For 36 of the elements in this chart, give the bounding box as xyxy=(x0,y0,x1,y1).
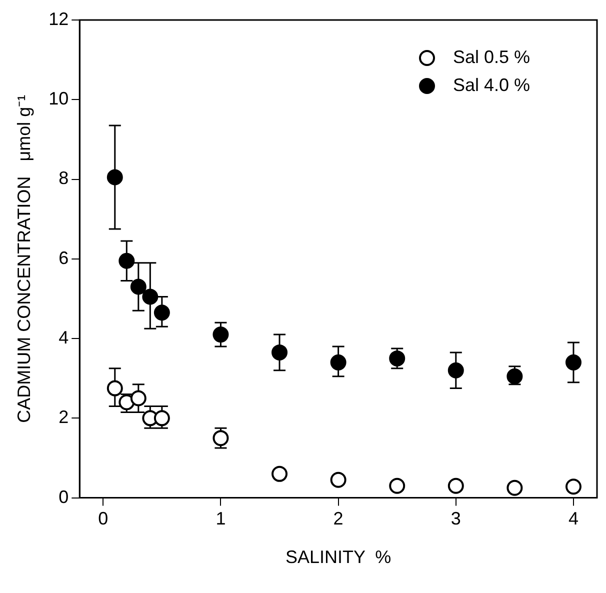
point xyxy=(154,304,170,321)
point xyxy=(154,410,170,426)
point xyxy=(272,344,288,360)
point xyxy=(272,466,288,482)
y-tick-label: 10 xyxy=(48,88,69,109)
y-tick-label: 2 xyxy=(58,407,69,428)
point xyxy=(106,169,123,186)
point xyxy=(506,480,523,496)
point xyxy=(106,380,123,396)
y-axis-title: CADMIUM CONCENTRATION μmol g⁻¹ xyxy=(14,94,34,423)
x-tick-label: 2 xyxy=(333,508,344,529)
x-tick-label: 0 xyxy=(98,508,108,529)
point xyxy=(330,472,346,488)
y-tick-label: 4 xyxy=(58,328,69,348)
y-tick-label: 0 xyxy=(58,486,69,507)
x-axis-title: SALINITY % xyxy=(285,547,392,568)
x-tick-label: 1 xyxy=(216,508,226,529)
point xyxy=(130,390,146,406)
point xyxy=(118,252,135,269)
y-tick-label: 12 xyxy=(48,8,69,29)
point xyxy=(565,354,582,370)
y-tick-label: 6 xyxy=(58,248,69,268)
point xyxy=(389,478,406,494)
point xyxy=(506,368,523,384)
x-tick-label: 4 xyxy=(568,508,578,529)
y-tick-label: 8 xyxy=(58,168,69,188)
point xyxy=(565,478,582,495)
legend-label: Sal 0.5 % xyxy=(453,46,530,67)
legend-label: Sal 4.0 % xyxy=(453,74,530,95)
point xyxy=(142,288,158,305)
point xyxy=(330,354,346,370)
point xyxy=(448,362,464,378)
point xyxy=(448,478,464,494)
point xyxy=(212,326,229,343)
x-tick-label: 3 xyxy=(450,508,461,529)
point xyxy=(130,278,146,295)
